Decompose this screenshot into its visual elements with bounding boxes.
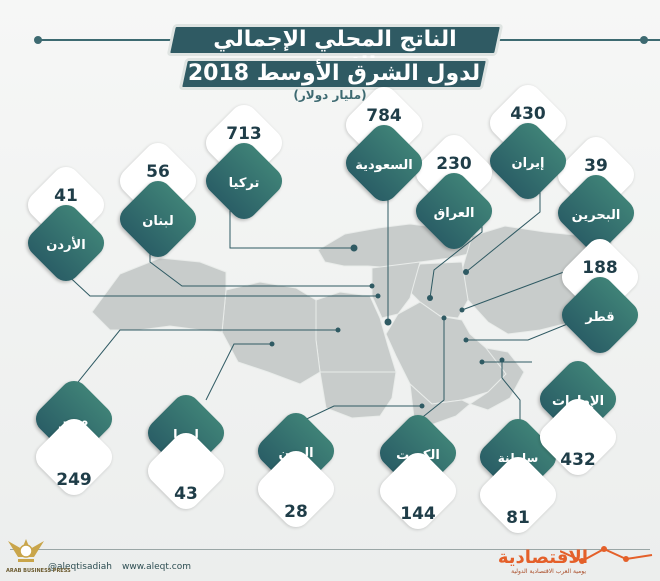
country-name: الإمارات bbox=[551, 394, 605, 409]
map-region-libya bbox=[221, 281, 321, 385]
gdp-value: 81 bbox=[506, 508, 530, 528]
country-card-yemen: اليمن 28 bbox=[246, 407, 346, 538]
country-card-saudi-arabia: 784 السعودية bbox=[334, 81, 434, 212]
country-name: مصر bbox=[59, 414, 89, 429]
country-name: الأردن bbox=[46, 238, 86, 253]
country-card-iran: 430 إيران bbox=[478, 79, 578, 210]
country-card-egypt: مصر 249 bbox=[24, 375, 124, 506]
country-name: السعودية bbox=[355, 158, 413, 173]
map-region-oman bbox=[468, 347, 525, 411]
gdp-value: 713 bbox=[226, 124, 262, 144]
country-card-lebanon: 56 لبنان bbox=[108, 137, 208, 268]
gdp-value: 144 bbox=[400, 504, 436, 524]
emblem-icon bbox=[8, 539, 44, 562]
gdp-value: 249 bbox=[56, 470, 92, 490]
trend-line-icon bbox=[560, 546, 653, 564]
unit-label: (مليار دولار) bbox=[293, 88, 367, 102]
social-handle[interactable]: @aleqtisadiah bbox=[48, 562, 112, 572]
country-name: تركيا bbox=[228, 176, 260, 191]
country-card-libya: ليبيا 43 bbox=[136, 389, 236, 520]
country-card-qatar: 188 قطر bbox=[550, 233, 650, 364]
title-bar-1: الناتج المحلي الإجمالي الاسمي bbox=[0, 24, 660, 78]
title-bar-2: لدول الشرق الأوسط 2018 bbox=[0, 58, 660, 90]
gdp-value: 784 bbox=[366, 106, 402, 126]
country-name: اليمن bbox=[278, 446, 314, 461]
gdp-value: 41 bbox=[54, 186, 78, 206]
gdp-value: 43 bbox=[174, 484, 198, 504]
footer: @aleqtisadiah www.aleqt.com الاقتصادية ي… bbox=[0, 535, 660, 581]
country-name: ليبيا bbox=[173, 428, 199, 443]
website-link[interactable]: www.aleqt.com bbox=[122, 562, 191, 572]
gdp-value: 430 bbox=[510, 104, 546, 124]
country-card-iraq: 230 العراق bbox=[404, 129, 504, 260]
title-line-1: الناتج المحلي الإجمالي الاسمي bbox=[213, 27, 457, 78]
brand-tagline: يومية العرب الاقتصادية الدولية bbox=[511, 568, 586, 575]
map-region-sudan bbox=[319, 371, 397, 419]
country-card-kuwait: الكويت 144 bbox=[368, 409, 468, 540]
country-card-jordan: 41 الأردن bbox=[16, 161, 116, 292]
brand-logo: الاقتصادية bbox=[497, 547, 588, 568]
country-name: إيران bbox=[511, 156, 545, 171]
country-card-oman: سلطنة عمان 81 bbox=[468, 413, 568, 544]
country-card-turkey: 713 تركيا bbox=[194, 99, 294, 230]
title-line-2: لدول الشرق الأوسط 2018 bbox=[187, 61, 481, 86]
country-name: الكويت bbox=[396, 448, 440, 463]
gdp-value: 432 bbox=[560, 450, 596, 470]
emblem-label: ARAB BUSINESS PRESS bbox=[6, 568, 71, 574]
country-name: سلطنة عمان bbox=[497, 451, 539, 481]
country-card-bahrain: 39 البحرين bbox=[546, 131, 646, 262]
gdp-value: 56 bbox=[146, 162, 170, 182]
gdp-value: 39 bbox=[584, 156, 608, 176]
country-name: قطر bbox=[585, 310, 615, 325]
gdp-value: 188 bbox=[582, 258, 618, 278]
gdp-value: 230 bbox=[436, 154, 472, 174]
country-name: العراق bbox=[433, 206, 475, 221]
country-name: لبنان bbox=[142, 214, 174, 229]
country-card-uae: الإمارات 432 bbox=[528, 355, 628, 486]
country-name: البحرين bbox=[571, 208, 621, 223]
gdp-value: 28 bbox=[284, 502, 308, 522]
